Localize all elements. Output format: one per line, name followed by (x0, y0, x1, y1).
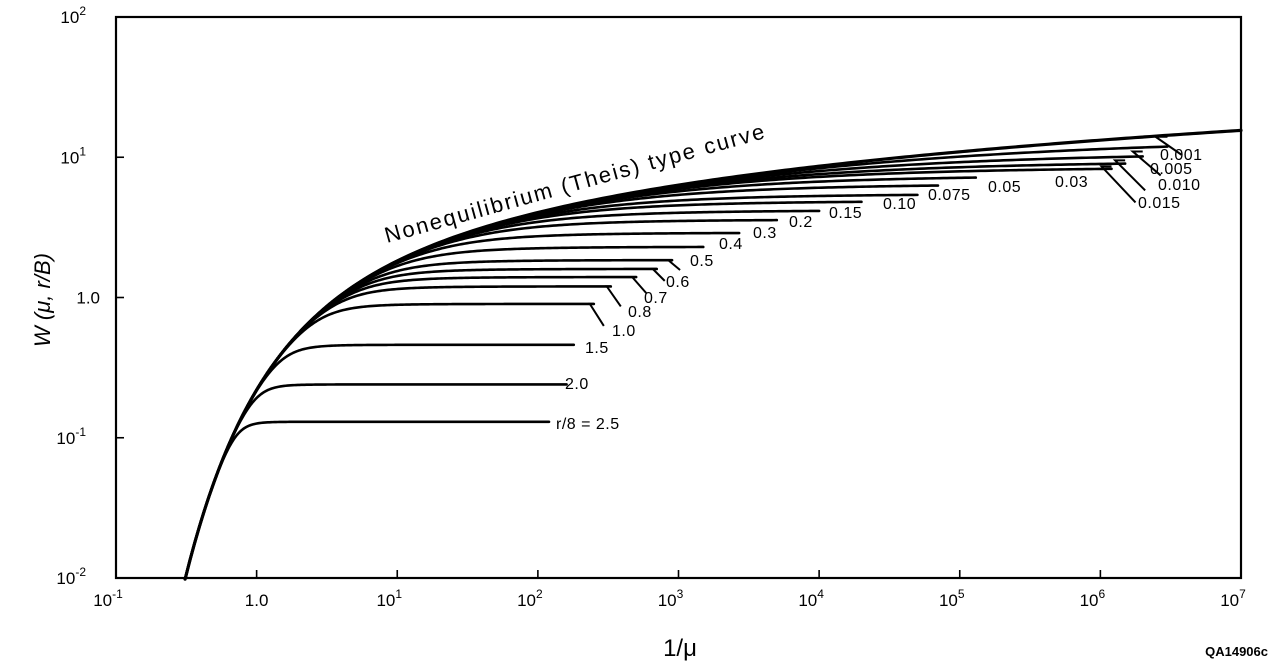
curve-label: 0.015 (1138, 195, 1181, 212)
curve-label: 0.2 (789, 214, 813, 231)
y-tick-label: 102 (60, 4, 86, 27)
label-leader (1152, 135, 1183, 156)
curve-label: 2.0 (565, 376, 589, 393)
curve-label: 0.3 (753, 225, 777, 242)
y-tick-label: 101 (60, 144, 86, 167)
leaky-curve (183, 145, 1169, 581)
y-axis-title-text: W (μ, r/B) (30, 253, 55, 347)
type-curves (183, 128, 1243, 581)
leaky-curve (183, 167, 1113, 581)
label-leader (650, 267, 666, 282)
curve-label: 1.5 (585, 340, 609, 357)
x-tick-label: 1.0 (245, 591, 269, 610)
leaky-curve (183, 184, 940, 581)
label-leader (629, 276, 647, 294)
leaky-curve (183, 200, 863, 581)
x-tick-label: 103 (658, 587, 684, 610)
x-tick-label: 106 (1080, 587, 1106, 610)
curve-label: 0.5 (690, 253, 714, 270)
leaky-curve (183, 209, 821, 581)
x-tick-label: 10-1 (93, 587, 123, 610)
leaky-curve (183, 343, 576, 581)
curve-label: r/8 = 2.5 (556, 416, 620, 433)
curve-label: 0.6 (666, 274, 690, 291)
x-tick-label: 104 (798, 587, 824, 610)
curve-label: 0.005 (1150, 161, 1193, 178)
y-tick-label: 10-2 (56, 565, 86, 588)
leaky-curve (183, 245, 705, 581)
figure-id: QA14906c (1205, 644, 1268, 659)
plot-frame (114, 15, 1243, 580)
x-tick-label: 107 (1220, 587, 1246, 610)
label-leader (604, 285, 622, 307)
y-axis-title: W (μ, r/B) (30, 253, 55, 347)
x-tick-label: 102 (517, 587, 543, 610)
leaky-curve (183, 193, 919, 581)
x-axis-title: 1/μ (663, 635, 697, 662)
curve-label: 0.05 (988, 179, 1021, 196)
y-tick-label: 1.0 (76, 289, 100, 308)
curve-label: 0.001 (1160, 147, 1203, 164)
curve-label: 0.15 (829, 205, 862, 222)
leaky-curve (183, 162, 1127, 581)
curve-label: 0.10 (883, 196, 916, 213)
curve-label: 0.7 (644, 290, 668, 307)
x-tick-label: 105 (939, 587, 965, 610)
curve-label: 1.0 (612, 323, 636, 340)
label-leader (588, 302, 605, 327)
y-tick-label: 10-1 (56, 425, 86, 448)
x-tick-label: 101 (376, 587, 402, 610)
curve-label: 0.075 (928, 187, 971, 204)
leaky-curve (183, 285, 613, 581)
label-leader (1112, 159, 1146, 192)
curve-label: 0.8 (628, 304, 652, 321)
leaky-curve (183, 155, 1145, 581)
label-leader (1099, 165, 1137, 204)
leaky-curve (183, 420, 551, 581)
leaky-curve (183, 231, 741, 581)
label-leader (665, 259, 681, 271)
leaky-curve (183, 383, 568, 581)
curve-label: 0.010 (1158, 177, 1201, 194)
curve-label: 0.4 (719, 236, 743, 253)
curve-label: 0.03 (1055, 174, 1088, 191)
label-leader (1130, 150, 1162, 177)
